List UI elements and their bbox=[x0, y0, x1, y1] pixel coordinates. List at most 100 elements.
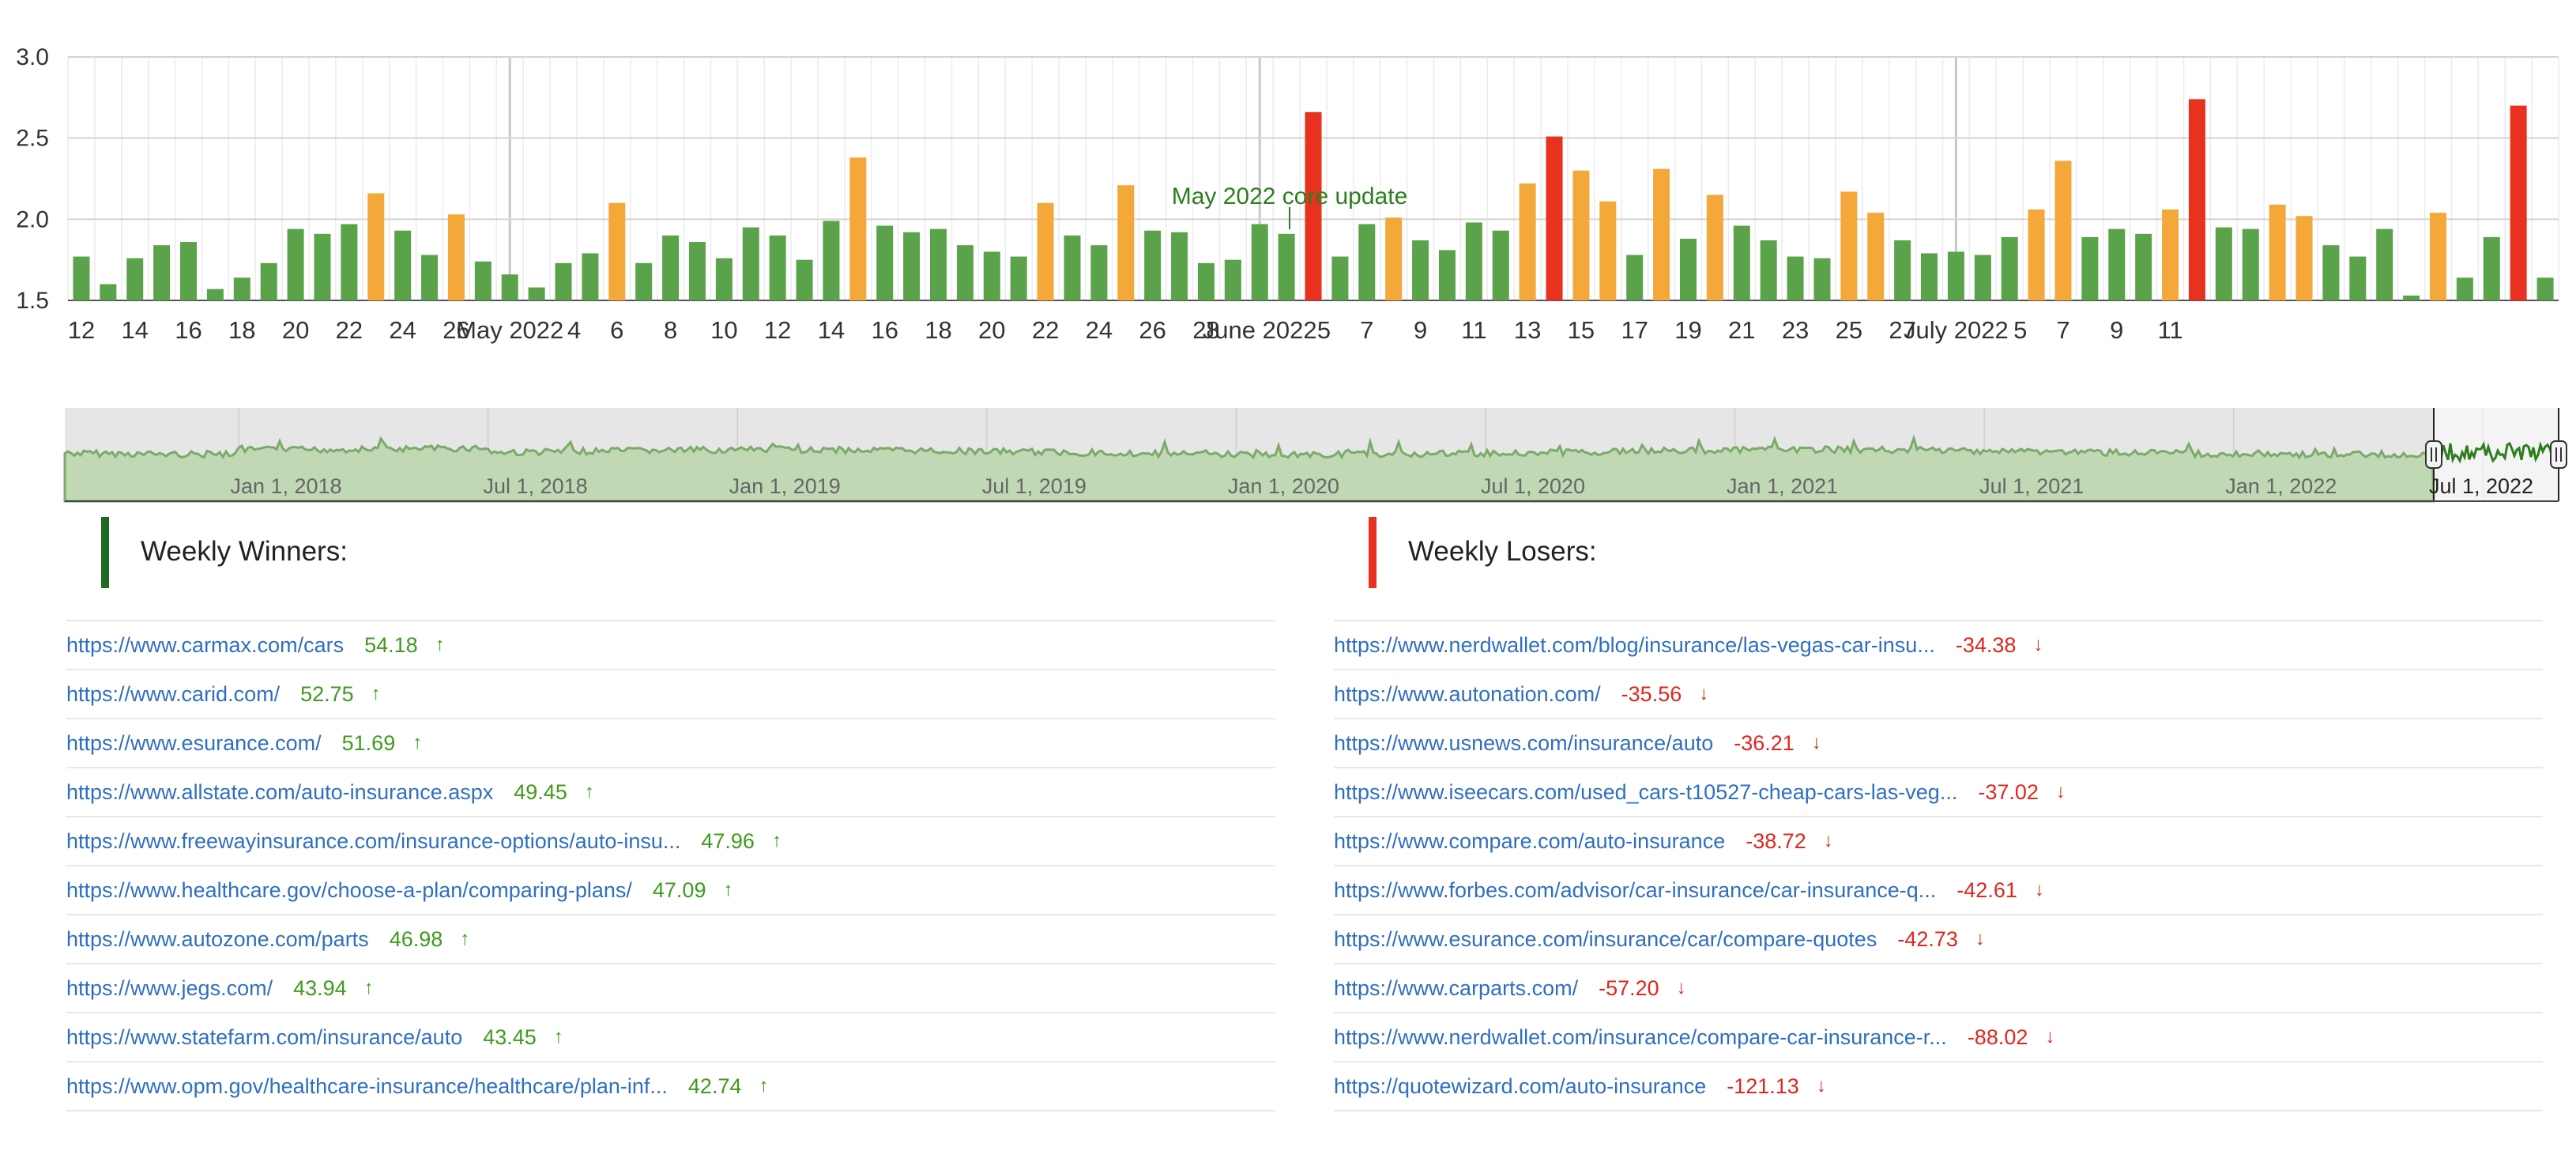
bar[interactable] bbox=[1412, 240, 1429, 300]
bar[interactable] bbox=[287, 228, 304, 300]
bar[interactable] bbox=[688, 242, 706, 300]
url-link[interactable]: https://www.iseecars.com/used_cars-t1052… bbox=[1334, 779, 1958, 804]
url-link[interactable]: https://www.allstate.com/auto-insurance.… bbox=[66, 779, 494, 804]
bar[interactable] bbox=[1653, 168, 1670, 300]
url-link[interactable]: https://www.carid.com/ bbox=[66, 681, 281, 706]
url-link[interactable]: https://www.nerdwallet.com/blog/insuranc… bbox=[1334, 632, 1935, 657]
bar[interactable] bbox=[1090, 245, 1108, 300]
bar[interactable] bbox=[501, 274, 518, 300]
bar[interactable] bbox=[1358, 224, 1376, 300]
bar[interactable] bbox=[1251, 224, 1268, 300]
bar[interactable] bbox=[796, 259, 813, 300]
bar[interactable] bbox=[1305, 111, 1322, 300]
url-link[interactable]: https://www.jegs.com/ bbox=[66, 976, 273, 1000]
bar[interactable] bbox=[1117, 185, 1135, 300]
url-link[interactable]: https://www.nerdwallet.com/insurance/com… bbox=[1334, 1025, 1947, 1049]
bar[interactable] bbox=[1519, 183, 1536, 300]
bar[interactable] bbox=[1867, 213, 1885, 300]
bar[interactable] bbox=[2001, 236, 2018, 300]
bar[interactable] bbox=[823, 221, 840, 300]
bar[interactable] bbox=[2108, 228, 2126, 300]
bar[interactable] bbox=[2269, 204, 2286, 300]
bar[interactable] bbox=[2483, 236, 2500, 300]
bar[interactable] bbox=[2429, 213, 2446, 300]
bar[interactable] bbox=[1385, 217, 1403, 300]
bar[interactable] bbox=[2536, 277, 2554, 300]
bar[interactable] bbox=[1144, 230, 1162, 300]
bar[interactable] bbox=[983, 251, 1000, 300]
bar[interactable] bbox=[2081, 236, 2099, 300]
bar[interactable] bbox=[100, 284, 117, 300]
bar[interactable] bbox=[1921, 253, 1938, 300]
bar[interactable] bbox=[1010, 256, 1027, 300]
url-link[interactable]: https://www.esurance.com/ bbox=[66, 730, 322, 755]
bar[interactable] bbox=[1706, 194, 1723, 300]
bar[interactable] bbox=[474, 261, 491, 300]
bar[interactable] bbox=[715, 258, 733, 300]
bar[interactable] bbox=[2215, 227, 2232, 300]
bar[interactable] bbox=[1572, 170, 1590, 300]
bar[interactable] bbox=[528, 287, 545, 300]
bar[interactable] bbox=[2162, 209, 2179, 300]
url-link[interactable]: https://www.carparts.com/ bbox=[1334, 976, 1579, 1000]
navigator-right-handle[interactable] bbox=[2550, 440, 2567, 469]
url-link[interactable]: https://www.autonation.com/ bbox=[1334, 681, 1601, 706]
bar[interactable] bbox=[394, 230, 412, 300]
bar[interactable] bbox=[73, 256, 90, 300]
bar[interactable] bbox=[929, 228, 947, 300]
bar[interactable] bbox=[2028, 209, 2045, 300]
bar[interactable] bbox=[742, 227, 759, 300]
url-link[interactable]: https://www.healthcare.gov/choose-a-plan… bbox=[66, 877, 632, 902]
bar[interactable] bbox=[341, 224, 358, 300]
bar[interactable] bbox=[2135, 233, 2152, 300]
bar[interactable] bbox=[180, 242, 198, 300]
bar[interactable] bbox=[2322, 245, 2340, 300]
bar[interactable] bbox=[421, 255, 439, 300]
url-link[interactable]: https://www.opm.gov/healthcare-insurance… bbox=[66, 1074, 668, 1098]
bar[interactable] bbox=[1626, 255, 1644, 300]
bar[interactable] bbox=[1064, 235, 1081, 300]
bar[interactable] bbox=[1760, 240, 1777, 300]
bar[interactable] bbox=[2403, 295, 2420, 300]
url-link[interactable]: https://www.forbes.com/advisor/car-insur… bbox=[1334, 877, 1937, 902]
bar[interactable] bbox=[1840, 191, 1858, 300]
bar[interactable] bbox=[367, 193, 385, 300]
bar[interactable] bbox=[876, 225, 894, 300]
url-link[interactable]: https://quotewizard.com/auto-insurance bbox=[1334, 1074, 1707, 1098]
bar[interactable] bbox=[2376, 228, 2393, 300]
bar[interactable] bbox=[956, 245, 974, 300]
bar[interactable] bbox=[260, 262, 277, 300]
bar[interactable] bbox=[2295, 216, 2313, 300]
bar[interactable] bbox=[314, 233, 331, 300]
url-link[interactable]: https://www.esurance.com/insurance/car/c… bbox=[1334, 926, 1877, 951]
bar[interactable] bbox=[1465, 222, 1482, 300]
bar[interactable] bbox=[1224, 259, 1241, 300]
bar[interactable] bbox=[2510, 105, 2527, 300]
bar[interactable] bbox=[1974, 255, 1991, 300]
bar[interactable] bbox=[1947, 251, 1964, 300]
bar[interactable] bbox=[206, 289, 224, 300]
bar[interactable] bbox=[126, 258, 144, 300]
bar[interactable] bbox=[769, 235, 786, 300]
url-link[interactable]: https://www.freewayinsurance.com/insuran… bbox=[66, 828, 681, 853]
bar[interactable] bbox=[1733, 225, 1750, 300]
bar[interactable] bbox=[1546, 136, 1563, 300]
bar[interactable] bbox=[662, 235, 680, 300]
url-link[interactable]: https://www.carmax.com/cars bbox=[66, 632, 345, 657]
bar[interactable] bbox=[635, 262, 653, 300]
bar[interactable] bbox=[1278, 233, 1295, 300]
bar[interactable] bbox=[1331, 256, 1349, 300]
bar[interactable] bbox=[1438, 250, 1456, 300]
range-navigator[interactable]: Jan 1, 2018 Jul 1, 2018 Jan 1, 2019 Jul 1, … bbox=[0, 395, 2576, 506]
bar[interactable] bbox=[1197, 262, 1215, 300]
bar[interactable] bbox=[233, 277, 250, 300]
bar[interactable] bbox=[2456, 277, 2473, 300]
navigator-left-handle[interactable] bbox=[2425, 440, 2442, 469]
bar[interactable] bbox=[1813, 258, 1831, 300]
bar[interactable] bbox=[903, 232, 921, 300]
url-link[interactable]: https://www.autozone.com/parts bbox=[66, 926, 369, 951]
bar[interactable] bbox=[2242, 228, 2259, 300]
bar[interactable] bbox=[1037, 202, 1054, 300]
bar[interactable] bbox=[1894, 240, 1911, 300]
bar[interactable] bbox=[447, 214, 465, 300]
